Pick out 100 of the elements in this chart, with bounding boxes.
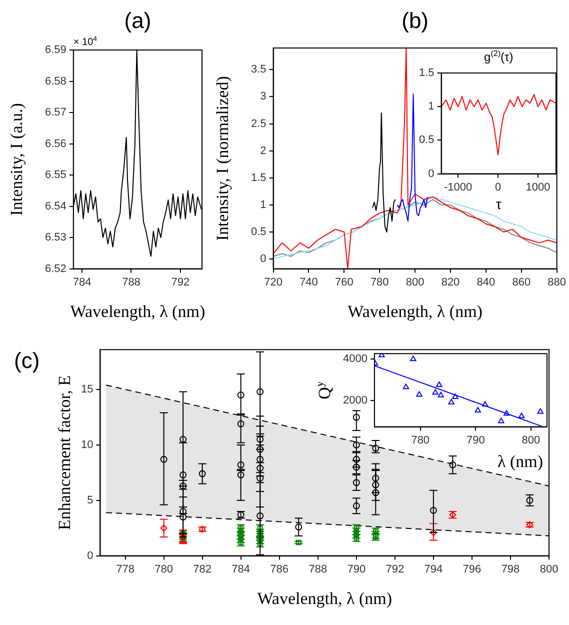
x-tick-label: 784 (72, 276, 92, 288)
x-tick-label: 840 (476, 276, 496, 288)
y-tick-label: 1.5 (250, 172, 266, 184)
x-tick-label: 740 (300, 276, 318, 288)
x-tick-label: 780 (370, 276, 389, 288)
point (352, 414, 360, 421)
point (198, 470, 206, 478)
point (498, 418, 504, 424)
x-tick-label: 778 (116, 563, 134, 576)
point (482, 401, 488, 407)
x-tick-label: -1000 (444, 181, 472, 194)
x-tick-label: 880 (548, 276, 566, 288)
x-tick-label: 784 (232, 563, 250, 576)
x-tick-label: 794 (424, 563, 443, 576)
y-tick-label: 2000 (342, 394, 368, 406)
point (537, 408, 544, 414)
point (256, 436, 264, 443)
point (352, 479, 360, 486)
point (236, 538, 246, 546)
x-tick-label: 782 (193, 563, 212, 576)
x-tick-label: 780 (411, 434, 430, 446)
point (256, 530, 265, 539)
x-tick-label: 796 (462, 563, 482, 576)
x-tick-label: 788 (308, 563, 328, 576)
point (256, 388, 264, 396)
point (448, 398, 454, 404)
point (352, 502, 360, 510)
y-tick-label: 0 (260, 253, 266, 266)
x-tick-label: 860 (512, 276, 531, 288)
point (237, 461, 244, 468)
y-tick-label: 6.53 (44, 232, 66, 244)
x-tick-label: 790 (466, 434, 485, 446)
y-tick-label: 2.5 (250, 118, 266, 130)
y-tick-label: 3 (260, 90, 266, 103)
x-axis-title: τ (496, 196, 502, 212)
point (438, 392, 444, 398)
point (402, 384, 410, 390)
point (160, 456, 168, 463)
point (352, 441, 360, 448)
x-tick-label: 1000 (526, 181, 550, 194)
x-tick-label: 780 (154, 563, 173, 576)
point (236, 535, 246, 543)
point (410, 356, 416, 362)
point (256, 456, 264, 463)
point (256, 540, 265, 548)
x-tick-label: 820 (441, 276, 460, 288)
y-tick-label: 0.5 (250, 226, 266, 238)
y-axis-title: Qy (312, 381, 334, 400)
point (372, 481, 380, 488)
point (372, 444, 380, 452)
x-tick-label: 790 (347, 563, 366, 576)
x-tick-label: 760 (334, 276, 354, 288)
y-tick-label: 10 (80, 438, 94, 451)
x-tick-label: 792 (171, 276, 190, 288)
y-tick-label: 6.56 (44, 138, 66, 150)
y-tick-label: 6.59 (44, 44, 66, 56)
point (295, 523, 302, 530)
x-axis-title: Wavelength, λ (nm) (257, 588, 392, 608)
point (160, 524, 168, 532)
point (432, 389, 438, 395)
y-tick-label: 0 (87, 550, 94, 562)
point (352, 534, 361, 542)
point (180, 482, 187, 490)
chart-title: (c) (14, 348, 40, 373)
point (430, 506, 437, 514)
point (371, 533, 380, 541)
point (372, 474, 380, 482)
chart-title: (b) (402, 8, 429, 33)
y-axis-title: Enhancement factor, E (55, 375, 74, 530)
point (256, 446, 264, 453)
x-axis-title: Wavelength, λ (nm) (348, 302, 482, 321)
x-axis-title: λ (nm) (497, 452, 544, 471)
point (237, 471, 244, 478)
x-tick-label: 786 (270, 563, 289, 576)
point (180, 508, 187, 515)
y-tick-label: 2 (260, 144, 266, 157)
y-tick-label: 6.54 (44, 200, 66, 212)
point (256, 464, 264, 472)
point (237, 392, 244, 399)
y-tick-label: 1 (260, 198, 266, 211)
y-tick-label: 6.55 (44, 169, 66, 182)
y-tick-label: 6.57 (44, 106, 66, 119)
x-tick-label: 800 (540, 563, 558, 576)
point (236, 532, 246, 540)
point (352, 530, 361, 539)
chart-title: (a) (124, 8, 152, 33)
y-tick-label: 6.58 (44, 75, 66, 88)
y-tick-label: 3.5 (250, 64, 266, 76)
y-tick-label: 0 (428, 168, 434, 180)
point (372, 489, 380, 496)
point (256, 536, 265, 544)
y-axis-title: Intensity, I (a.u.) (7, 103, 26, 216)
y-tick-label: 0.5 (418, 134, 434, 146)
x-tick-label: 788 (122, 276, 140, 288)
point (518, 412, 525, 418)
x-tick-label: 720 (264, 276, 282, 288)
y-axis-title: Intensity, I (normalized) (213, 76, 232, 241)
point (180, 514, 187, 520)
y-tick-label: 15 (80, 384, 94, 396)
point (436, 382, 442, 388)
